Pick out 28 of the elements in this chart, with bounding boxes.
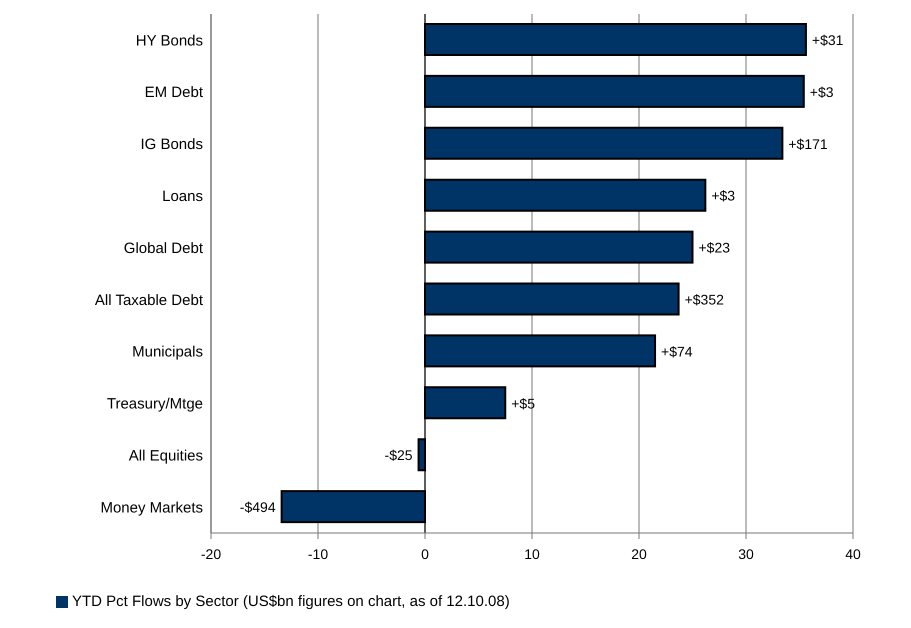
x-tick-label: 40 bbox=[845, 546, 861, 562]
y-tick-label: All Equities bbox=[128, 447, 203, 464]
y-tick-label: Global Debt bbox=[124, 240, 204, 257]
annotation: +$5 bbox=[511, 395, 536, 412]
annotation: +$31 bbox=[812, 32, 844, 48]
y-tick-label: IG Bonds bbox=[140, 136, 203, 154]
y-tick-label: Treasury/Mtge bbox=[106, 396, 203, 413]
y-tick-label: Municipals bbox=[132, 344, 203, 361]
x-tick-label: 10 bbox=[524, 546, 540, 562]
annotation: +$74 bbox=[661, 343, 693, 360]
annotation: +$3 bbox=[711, 188, 736, 204]
annotation: -$25 bbox=[384, 447, 413, 464]
annotation: -$494 bbox=[240, 499, 276, 516]
y-tick-label: Money Markets bbox=[100, 499, 203, 516]
legend-label: YTD Pct Flows by Sector (US$bn figures on chart, as of 12.10.08) bbox=[72, 593, 510, 610]
x-tick-label: 30 bbox=[738, 546, 754, 562]
y-tick-label: EM Debt bbox=[144, 84, 204, 102]
annotation: +$171 bbox=[788, 136, 828, 152]
x-tick-label: 0 bbox=[421, 546, 430, 562]
x-tick-label: -20 bbox=[200, 546, 222, 562]
annotation: +$352 bbox=[684, 291, 724, 308]
y-tick-label: HY Bonds bbox=[136, 32, 203, 50]
y-tick-label: Loans bbox=[162, 188, 203, 205]
annotation: +$23 bbox=[698, 240, 730, 256]
x-tick-label: 20 bbox=[631, 546, 647, 562]
x-tick-label: -10 bbox=[308, 546, 328, 562]
y-tick-label: All Taxable Debt bbox=[94, 292, 204, 309]
annotation: +$3 bbox=[810, 84, 834, 100]
